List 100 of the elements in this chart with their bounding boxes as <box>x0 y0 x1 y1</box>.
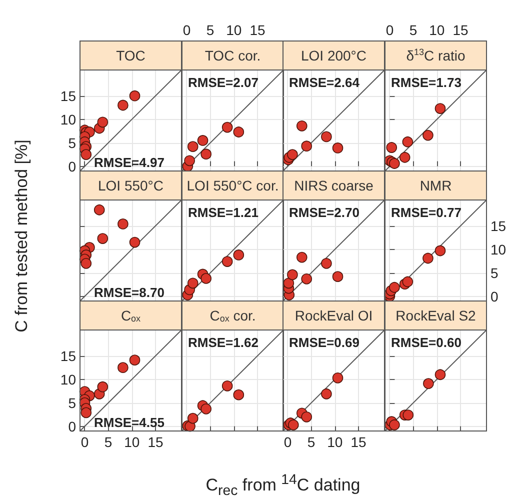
chart-title: TOC <box>116 48 146 64</box>
point <box>388 419 400 430</box>
annotation: RMSE=2.64 <box>289 75 360 90</box>
x-tick-label: 15 <box>148 434 164 450</box>
y-tick-label: 5 <box>490 264 498 281</box>
point <box>321 131 332 142</box>
x-tick-label: 15 <box>452 22 468 38</box>
point <box>402 410 414 420</box>
point <box>332 372 344 384</box>
point <box>288 419 299 430</box>
y-tick-label: 15 <box>490 218 506 234</box>
point <box>129 90 140 102</box>
point <box>97 381 108 392</box>
chart-title: TOC cor. <box>204 48 260 64</box>
x-tick-label: 0 <box>385 22 394 38</box>
x-tick-label: 10 <box>226 22 242 38</box>
point <box>388 158 400 169</box>
annotation: RMSE=1.73 <box>390 75 461 90</box>
chart-title: LOI 550°C <box>98 178 164 194</box>
point <box>200 273 211 284</box>
point <box>97 233 108 244</box>
point <box>221 380 232 392</box>
y-tick-label: 10 <box>60 371 76 388</box>
point <box>129 236 140 248</box>
chart-title: Cox <box>120 308 142 324</box>
point <box>80 149 92 160</box>
point <box>97 116 108 128</box>
annotation: RMSE=0.69 <box>289 335 360 350</box>
x-tick-label: 0 <box>284 434 292 450</box>
point <box>232 126 244 138</box>
x-tick-label: 0 <box>182 22 190 38</box>
chart-title: RockEval S2 <box>395 308 476 324</box>
chart-title: LOI 200°C <box>300 48 367 64</box>
annotation: RMSE=8.70 <box>94 285 164 300</box>
x-tick-label: 5 <box>408 22 417 38</box>
point <box>184 155 194 166</box>
point <box>386 142 397 153</box>
point <box>118 218 128 230</box>
y-tick-label: 15 <box>60 88 76 104</box>
point <box>186 278 198 289</box>
annotation: RMSE=2.07 <box>188 75 258 90</box>
point <box>80 258 92 269</box>
point <box>301 274 312 284</box>
x-tick-label: 10 <box>428 22 444 38</box>
point <box>221 122 232 133</box>
point <box>283 278 294 289</box>
chart-title: NIRS coarse <box>294 178 374 194</box>
x-axis-title: C$_{rec}$ from $^{14}$C dating <box>206 472 360 500</box>
point <box>186 412 198 424</box>
annotation: RMSE=1.21 <box>188 205 258 220</box>
annotation: RMSE=1.62 <box>188 335 258 350</box>
x-tick-label: 5 <box>307 434 316 450</box>
point <box>129 354 140 366</box>
x-tick-label: 15 <box>249 22 266 38</box>
point <box>321 388 332 400</box>
y-tick-label: 0 <box>68 418 76 434</box>
y-axis-title: C from tested method [%] <box>12 140 32 332</box>
point <box>118 362 128 373</box>
x-tick-label: 0 <box>80 434 89 450</box>
point <box>94 204 105 216</box>
point <box>422 378 434 389</box>
y-tick-label: 5 <box>68 394 76 411</box>
x-tick-label: 5 <box>206 22 214 38</box>
chart-title: LOI 550°C cor. <box>186 178 278 194</box>
y-tick-label: 15 <box>60 348 76 364</box>
x-tick-label: 10 <box>124 434 140 450</box>
annotation: RMSE=4.55 <box>94 415 164 430</box>
point <box>321 258 332 269</box>
point <box>301 412 312 422</box>
point <box>388 282 400 293</box>
annotation: RMSE=0.60 <box>390 335 461 350</box>
point <box>402 136 413 148</box>
point <box>186 141 198 152</box>
point <box>296 120 308 132</box>
point <box>434 103 446 114</box>
point <box>200 404 211 414</box>
point <box>402 276 413 288</box>
y-tick-label: 10 <box>490 241 506 258</box>
annotation: RMSE=0.77 <box>390 205 461 220</box>
point <box>232 389 244 400</box>
annotation: RMSE=4.97 <box>94 155 164 170</box>
y-tick-label: 0 <box>490 288 498 304</box>
y-tick-label: 5 <box>68 134 76 151</box>
chart-title: Cox cor. <box>209 308 256 324</box>
y-tick-label: 0 <box>68 158 76 174</box>
y-tick-label: 10 <box>60 111 76 128</box>
point <box>118 100 128 111</box>
point <box>287 269 298 280</box>
x-tick-label: 5 <box>104 434 112 450</box>
point <box>80 407 92 418</box>
point <box>434 245 446 256</box>
point <box>332 142 344 154</box>
chart-title: NMR <box>419 178 452 194</box>
point <box>398 152 410 163</box>
point <box>422 130 433 141</box>
point <box>422 252 433 264</box>
point <box>232 250 244 260</box>
x-tick-label: 10 <box>327 434 343 450</box>
point <box>434 369 446 380</box>
x-tick-label: 15 <box>350 434 367 450</box>
